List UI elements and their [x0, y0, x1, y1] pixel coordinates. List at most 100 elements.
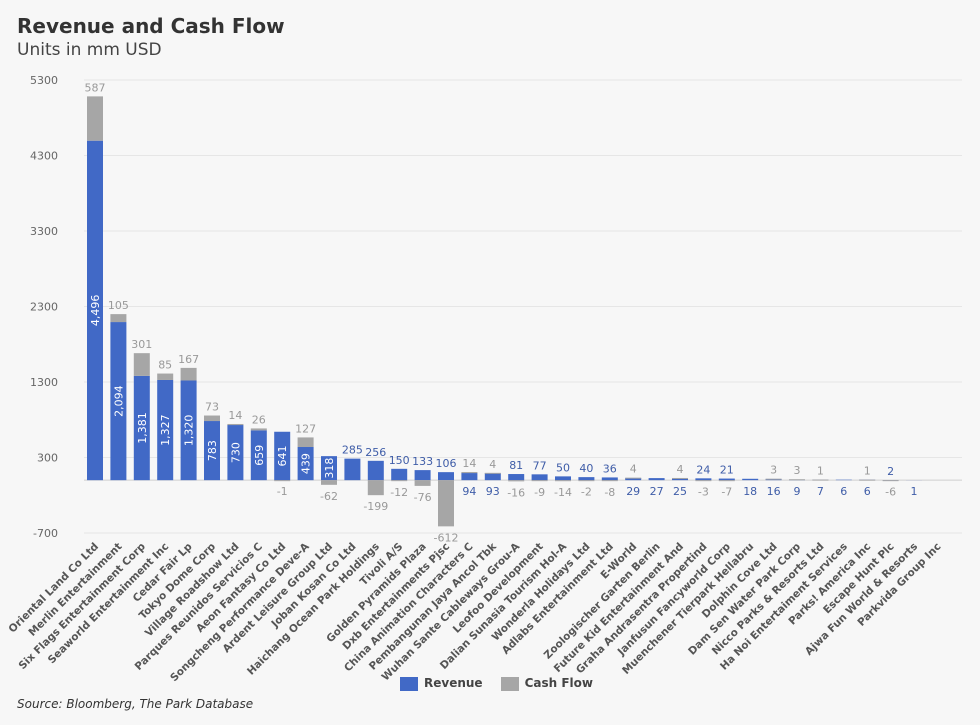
cash-flow-label: 127: [295, 422, 316, 435]
revenue-label: 2: [887, 465, 894, 478]
cash-flow-label: -8: [604, 486, 615, 499]
cash-flow-bar: [882, 480, 899, 482]
revenue-label: 24: [696, 463, 710, 476]
cash-flow-bar: [859, 479, 876, 481]
cash-flow-bar: [391, 480, 408, 482]
cash-flow-label: 4: [677, 463, 684, 476]
cash-flow-bar: [297, 437, 314, 448]
cash-flow-label: -1: [277, 485, 288, 498]
revenue-label: 25: [673, 485, 687, 498]
cash-flow-bar: [274, 480, 291, 482]
revenue-bar: [718, 478, 735, 481]
cash-flow-label: -62: [320, 490, 338, 503]
cash-flow-label: -76: [414, 491, 432, 504]
y-tick-label: 300: [37, 452, 58, 465]
revenue-bar: [742, 478, 759, 481]
chart-subtitle: Units in mm USD: [17, 40, 162, 60]
legend-item-cash-flow: Cash Flow: [500, 676, 593, 691]
cash-flow-bar: [812, 479, 829, 481]
revenue-label: 106: [436, 457, 457, 470]
cash-flow-bar: [180, 367, 197, 381]
revenue-bar: [204, 421, 220, 481]
cash-flow-bar: [414, 480, 431, 486]
cash-flow-label: -16: [507, 486, 525, 499]
revenue-bar: [484, 473, 501, 481]
revenue-label: 81: [509, 459, 523, 472]
legend-swatch-revenue: [400, 676, 418, 691]
cash-flow-label: -612: [434, 531, 459, 544]
cash-flow-bar: [789, 479, 805, 481]
cash-flow-bar: [204, 415, 220, 422]
cash-flow-label: 85: [158, 359, 172, 372]
revenue-bar: [648, 478, 665, 481]
y-tick-label: 4300: [30, 150, 58, 163]
revenue-label: 93: [486, 485, 500, 498]
revenue-bar: [461, 473, 478, 481]
revenue-label: 133: [412, 455, 433, 468]
revenue-bar: [531, 474, 548, 481]
cash-flow-label: 301: [131, 338, 152, 351]
chart-title: Revenue and Cash Flow: [17, 14, 285, 38]
revenue-bar: [227, 425, 244, 481]
cash-flow-bar: [367, 480, 384, 496]
cash-flow-bar: [250, 428, 267, 431]
revenue-label: 36: [603, 462, 617, 475]
cash-flow-bar: [555, 480, 571, 482]
cash-flow-bar: [321, 480, 337, 485]
revenue-bar: [414, 470, 431, 481]
cash-flow-bar: [765, 478, 782, 480]
cash-flow-bar: [461, 471, 478, 474]
cash-flow-label: 1: [864, 465, 871, 478]
revenue-bar: [157, 379, 174, 481]
revenue-label: 256: [365, 446, 386, 459]
revenue-label: 150: [389, 454, 410, 467]
revenue-bar: [133, 375, 150, 481]
cash-flow-label: -14: [554, 486, 572, 499]
revenue-bar: [180, 380, 197, 481]
cash-flow-bar: [227, 423, 244, 426]
revenue-bar: [87, 140, 103, 481]
revenue-bar: [367, 460, 384, 481]
cash-flow-bar: [531, 480, 548, 482]
revenue-label: 40: [579, 462, 593, 475]
revenue-bar: [344, 458, 361, 481]
cash-flow-label: -12: [390, 486, 408, 499]
cash-flow-label: 167: [178, 353, 199, 366]
legend-label-cash-flow: Cash Flow: [524, 676, 593, 690]
revenue-label: 18: [743, 485, 757, 498]
cash-flow-label: 14: [228, 409, 242, 422]
revenue-label: 7: [817, 485, 824, 498]
cash-flow-label: 587: [85, 81, 106, 94]
cash-flow-bar: [625, 477, 642, 479]
cash-flow-label: -7: [721, 486, 732, 499]
revenue-bar: [274, 431, 291, 481]
cash-flow-label: 26: [252, 413, 266, 426]
cash-flow-bar: [578, 480, 595, 482]
revenue-label: 1,327: [159, 414, 172, 446]
cash-flow-bar: [438, 480, 454, 527]
revenue-bar: [438, 472, 454, 481]
revenue-label: 318: [323, 458, 336, 479]
revenue-label: 27: [650, 485, 664, 498]
revenue-bar: [297, 447, 314, 481]
x-tick-label: Merlin Entertainment: [26, 541, 124, 639]
cash-flow-bar: [508, 480, 525, 482]
legend-label-revenue: Revenue: [424, 676, 483, 690]
revenue-bar: [321, 456, 337, 481]
cash-flow-label: 4: [489, 458, 496, 471]
revenue-label: 29: [626, 485, 640, 498]
revenue-label: 439: [300, 453, 313, 474]
revenue-label: 9: [794, 485, 801, 498]
cash-flow-label: -6: [885, 486, 896, 499]
revenue-label: 730: [229, 442, 242, 463]
revenue-label: 1,320: [183, 415, 196, 447]
cash-flow-label: -199: [363, 500, 388, 513]
source-note: Source: Bloomberg, The Park Database: [17, 697, 254, 711]
y-tick-label: -700: [33, 527, 58, 540]
revenue-bar: [578, 477, 595, 481]
legend-swatch-cash-flow: [500, 676, 519, 691]
revenue-bar: [391, 468, 408, 481]
cash-flow-label: 3: [794, 464, 801, 477]
cash-flow-label: 4: [630, 463, 637, 476]
